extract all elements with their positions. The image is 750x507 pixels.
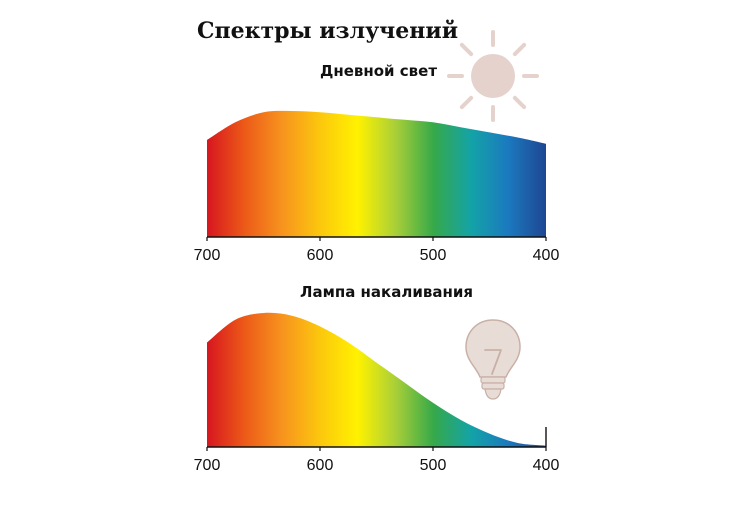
x-tick-label: 400 (533, 457, 560, 474)
sun-ray (512, 42, 527, 57)
daylight-axis: 700 600 500 400 (194, 236, 560, 264)
bulb-glass (465, 319, 521, 378)
lamp-axis: 700 600 500 400 (194, 427, 560, 474)
sun-ray (512, 95, 527, 110)
sun-ray (459, 42, 474, 57)
main-title: Спектры излучений (197, 18, 458, 44)
lamp-spectrum-area (207, 312, 546, 447)
lamp-chart: Лампа накаливания 700 600 500 400 (194, 283, 560, 474)
light-bulb-icon (465, 319, 521, 400)
bulb-base-ring (481, 382, 505, 390)
lamp-title: Лампа накаливания (300, 283, 473, 301)
x-tick-label: 600 (307, 247, 334, 264)
spectrum-area-fill (207, 312, 546, 447)
bulb-filament (484, 349, 502, 375)
daylight-chart: Дневной свет 700 600 500 400 (194, 30, 560, 264)
x-tick-label: 700 (194, 457, 221, 474)
sun-disc (471, 54, 515, 98)
x-tick-label: 500 (420, 247, 447, 264)
daylight-spectrum-area (207, 110, 546, 237)
bulb-tip (484, 388, 502, 400)
x-tick-label: 500 (420, 457, 447, 474)
sun-icon (447, 30, 539, 122)
x-tick-label: 600 (307, 457, 334, 474)
sun-ray (459, 95, 474, 110)
spectrum-area-fill (207, 110, 546, 237)
bulb-base-ring (480, 376, 506, 384)
x-tick-label: 700 (194, 247, 221, 264)
x-tick-label: 400 (533, 247, 560, 264)
daylight-title: Дневной свет (320, 62, 437, 80)
